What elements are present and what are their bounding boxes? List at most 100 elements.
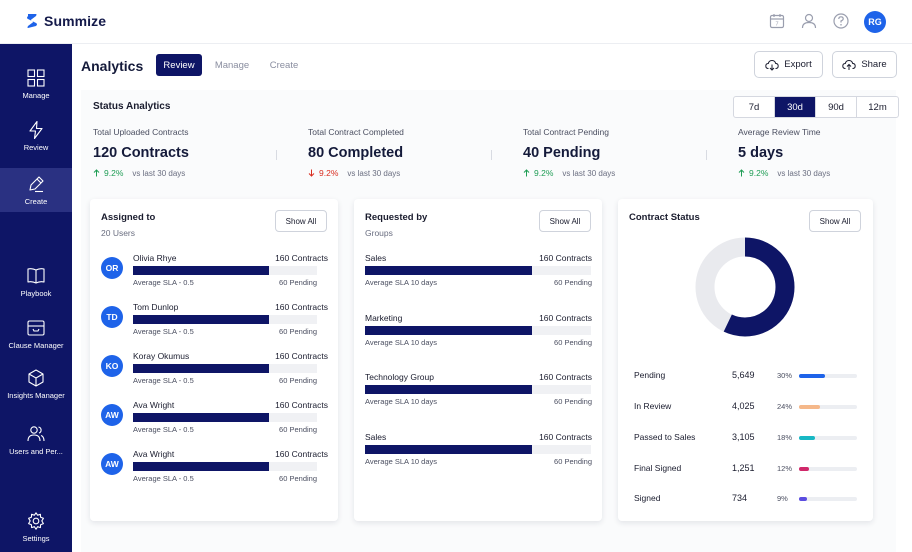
summize-logo-icon [27, 14, 37, 28]
legend-value: 4,025 [732, 401, 755, 411]
row-sla: Average SLA - 0.5 [133, 376, 194, 385]
stat-label: Total Contract Pending [523, 127, 609, 137]
sidebar-item-create[interactable]: Create [0, 168, 72, 212]
range-7d[interactable]: 7d [734, 97, 775, 117]
card-title: Assigned to [101, 212, 156, 223]
legend-bar [799, 374, 857, 378]
sidebar-item-manage[interactable]: Manage [0, 62, 72, 108]
row-pending: 60 Pending [554, 338, 592, 347]
legend-name: Pending [634, 370, 666, 380]
table-row[interactable]: TD Tom Dunlop 160 Contracts Average SLA … [90, 302, 338, 342]
calendar-icon[interactable]: 7 [768, 12, 786, 30]
range-30d[interactable]: 30d [775, 97, 816, 117]
table-row[interactable]: Sales 160 Contracts Average SLA 10 days … [354, 432, 602, 472]
progress-fill [133, 364, 270, 373]
progress-bar [365, 326, 591, 335]
user-icon[interactable] [800, 12, 818, 30]
progress-fill [133, 413, 270, 422]
range-90d[interactable]: 90d [816, 97, 857, 117]
sidebar-item-insights-manager[interactable]: Insights Manager [0, 362, 72, 408]
stat-value: 120 Contracts [93, 145, 189, 161]
sidebar-item-label: Users and Per... [9, 447, 63, 456]
table-row[interactable]: KO Koray Okumus 160 Contracts Average SL… [90, 351, 338, 391]
page-title: Analytics [81, 58, 144, 74]
row-count: 160 Contracts [275, 449, 328, 459]
donut-arc [695, 237, 795, 337]
app-logo[interactable]: Summize [26, 13, 106, 29]
contract-status-donut [695, 237, 795, 337]
legend-bar-fill [799, 405, 820, 409]
requested-by-card: Requested by Groups Show All Sales 160 C… [354, 199, 602, 521]
row-sla: Average SLA - 0.5 [133, 278, 194, 287]
sidebar-item-label: Review [23, 143, 49, 152]
share-label: Share [861, 59, 887, 70]
row-pending: 60 Pending [554, 278, 592, 287]
show-all-button[interactable]: Show All [539, 210, 591, 232]
row-count: 160 Contracts [539, 372, 592, 382]
grid-icon [27, 69, 45, 87]
legend-bar-fill [799, 467, 810, 471]
table-row[interactable]: AW Ava Wright 160 Contracts Average SLA … [90, 449, 338, 489]
legend-name: In Review [634, 401, 672, 411]
svg-text:7: 7 [775, 22, 778, 28]
row-count: 160 Contracts [539, 253, 592, 263]
legend-bar-fill [799, 497, 807, 501]
export-button[interactable]: Export [754, 51, 823, 78]
sidebar-item-clause-manager[interactable]: Clause Manager [0, 312, 72, 358]
tab-manage[interactable]: Manage [214, 59, 250, 71]
sidebar-item-playbook[interactable]: Playbook [0, 260, 72, 306]
row-name: Sales [365, 432, 387, 442]
show-all-button[interactable]: Show All [809, 210, 861, 232]
sidebar-item-settings[interactable]: Settings [0, 505, 72, 551]
legend-value: 3,105 [732, 432, 755, 442]
legend-name: Passed to Sales [634, 432, 696, 442]
legend-bar-fill [799, 436, 815, 440]
table-row[interactable]: Technology Group 160 Contracts Average S… [354, 372, 602, 412]
cloud-download-icon [765, 59, 779, 71]
legend-row-pending: Pending 5,649 30% [618, 370, 873, 384]
show-all-button[interactable]: Show All [275, 210, 327, 232]
tab-create[interactable]: Create [269, 59, 299, 71]
arrow-down-icon [308, 169, 315, 177]
cloud-upload-icon [842, 59, 857, 70]
card-title: Requested by [365, 212, 428, 223]
table-row[interactable]: Sales 160 Contracts Average SLA 10 days … [354, 253, 602, 293]
tab-review[interactable]: Review [156, 54, 202, 76]
pen-icon [29, 176, 44, 193]
progress-fill [133, 462, 270, 471]
avatar: AW [101, 453, 123, 475]
row-count: 160 Contracts [539, 313, 592, 323]
stat-value: 5 days [738, 145, 784, 161]
stat-change-period: vs last 30 days [347, 168, 401, 178]
sidebar-item-label: Settings [22, 534, 50, 543]
arrow-up-icon [523, 169, 530, 177]
table-row[interactable]: Marketing 160 Contracts Average SLA 10 d… [354, 313, 602, 353]
arrow-up-icon [93, 169, 100, 177]
sidebar-item-review[interactable]: Review [0, 114, 72, 160]
card-title: Contract Status [629, 212, 700, 223]
stat-total-pending: Total Contract Pending 40 Pending 9.2% v… [523, 127, 723, 178]
legend-value: 734 [732, 493, 748, 503]
share-button[interactable]: Share [832, 51, 897, 78]
legend-percent: 18% [777, 433, 793, 442]
sidebar-item-users-and-permissions[interactable]: Users and Per... [0, 418, 72, 464]
user-avatar[interactable]: RG [864, 11, 886, 33]
book-icon [27, 268, 45, 284]
progress-bar [133, 364, 317, 373]
help-icon[interactable] [832, 12, 850, 30]
table-row[interactable]: AW Ava Wright 160 Contracts Average SLA … [90, 400, 338, 440]
progress-bar [133, 413, 317, 422]
assigned-to-card: Assigned to 20 Users Show All OR Olivia … [90, 199, 338, 521]
row-pending: 60 Pending [279, 474, 317, 483]
progress-fill [365, 266, 533, 275]
avatar: AW [101, 404, 123, 426]
stat-label: Total Contract Completed [308, 127, 404, 137]
row-sla: Average SLA 10 days [365, 397, 437, 406]
stat-change-value: 9.2% [534, 168, 554, 178]
table-row[interactable]: OR Olivia Rhye 160 Contracts Average SLA… [90, 253, 338, 293]
app-name: Summize [44, 13, 107, 29]
main-area: Analytics Review Manage Create Export Sh… [72, 44, 912, 552]
row-count: 160 Contracts [275, 302, 328, 312]
sidebar-item-label: Manage [22, 91, 50, 100]
range-12m[interactable]: 12m [868, 101, 887, 113]
